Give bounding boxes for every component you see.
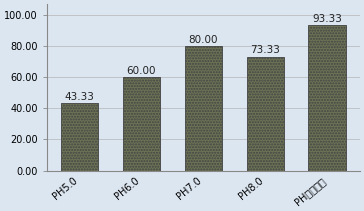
Text: 93.33: 93.33 — [312, 14, 342, 24]
Text: 60.00: 60.00 — [127, 66, 156, 76]
Bar — [247, 57, 284, 171]
Bar — [185, 46, 222, 171]
Text: 80.00: 80.00 — [189, 35, 218, 45]
Bar — [308, 26, 345, 171]
Text: 43.33: 43.33 — [65, 92, 95, 102]
Bar — [61, 103, 98, 171]
Text: 73.33: 73.33 — [250, 45, 280, 55]
Bar — [123, 77, 160, 171]
